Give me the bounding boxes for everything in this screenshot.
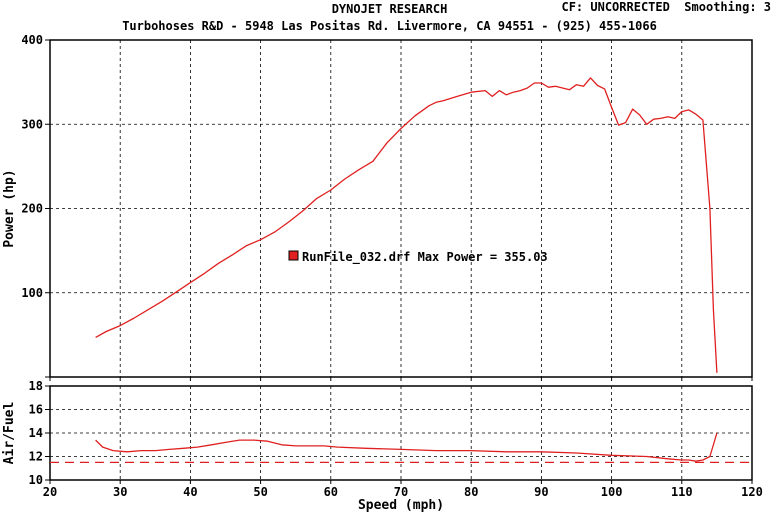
cf-label: CF: UNCORRECTED — [561, 0, 670, 14]
afr-x-tick-label: 80 — [464, 485, 478, 499]
report-subtitle: Turbohoses R&D - 5948 Las Positas Rd. Li… — [122, 19, 657, 33]
power-y-tick-label: 300 — [21, 117, 43, 131]
afr-y-tick-label: 14 — [29, 426, 43, 440]
afr-x-tick-label: 100 — [601, 485, 623, 499]
afr-y-tick-label: 12 — [29, 450, 43, 464]
afr-x-axis-label: Speed (mph) — [358, 498, 444, 512]
afr-x-tick-label: 20 — [43, 485, 57, 499]
afr-panel — [45, 385, 753, 484]
power-series-line — [95, 77, 718, 373]
report-title: DYNOJET RESEARCH — [331, 2, 448, 16]
afr-x-tick-label: 120 — [741, 485, 763, 499]
afr-y-tick-label: 10 — [29, 473, 43, 487]
afr-x-tick-label: 30 — [113, 485, 127, 499]
afr-y-tick-label: 16 — [29, 403, 43, 417]
afr-x-tick-label: 90 — [534, 485, 548, 499]
afr-x-tick-label: 50 — [253, 485, 267, 499]
afr-x-tick-label: 110 — [671, 485, 693, 499]
legend-label: RunFile_032.drf Max Power = 355.03 — [302, 250, 548, 265]
afr-x-tick-label: 40 — [183, 485, 197, 499]
afr-series-line — [95, 432, 718, 462]
power-y-tick-label: 200 — [21, 202, 43, 216]
afr-y-axis-label: Air/Fuel — [2, 402, 17, 465]
legend-swatch — [288, 250, 299, 261]
power-panel — [45, 39, 753, 381]
afr-x-tick-label: 60 — [324, 485, 338, 499]
smoothing-label: Smoothing: 3 — [684, 0, 771, 14]
power-y-tick-label: 100 — [21, 286, 43, 300]
afr-x-tick-label: 70 — [394, 485, 408, 499]
power-y-tick-label: 400 — [21, 33, 43, 47]
afr-y-tick-label: 18 — [29, 379, 43, 393]
power-y-axis-label: Power (hp) — [2, 169, 17, 247]
correction-info: CF: UNCORRECTED Smoothing: 3 — [561, 0, 771, 14]
